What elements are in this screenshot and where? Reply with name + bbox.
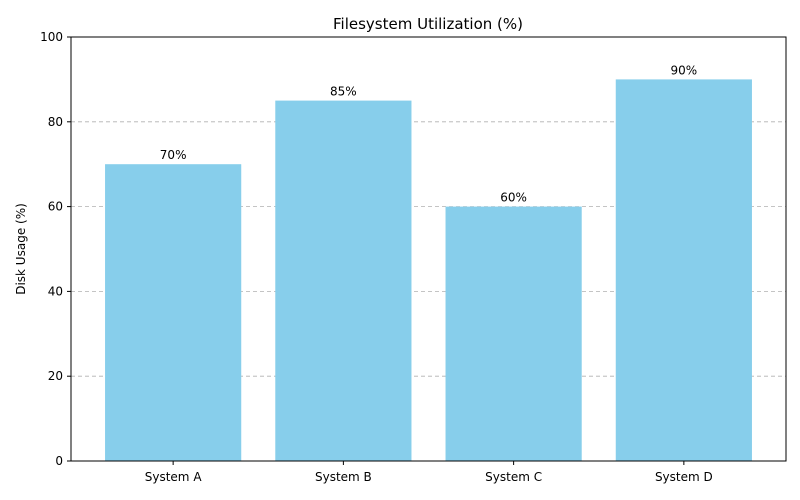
y-axis-label: Disk Usage (%) (14, 203, 28, 295)
bar (105, 164, 242, 461)
chart-title: Filesystem Utilization (%) (333, 15, 523, 33)
y-tick-label: 80 (48, 115, 63, 129)
bar-data-label: 60% (500, 191, 527, 205)
y-tick-label: 40 (48, 284, 63, 298)
y-tick-label: 20 (48, 369, 63, 383)
x-tick-label: System D (655, 470, 713, 484)
y-tick-label: 60 (48, 200, 63, 214)
bar (445, 206, 582, 461)
x-tick-label: System B (315, 470, 372, 484)
bars (105, 79, 752, 462)
y-tick-label: 0 (55, 454, 63, 468)
y-axis: 0 20 40 60 80 100 (40, 30, 71, 468)
plot-frame (70, 36, 787, 462)
x-tick-label: System C (485, 470, 542, 484)
x-tick-label: System A (145, 470, 203, 484)
bar-data-label: 70% (160, 148, 187, 162)
x-axis: System A System B System C System D (145, 461, 713, 484)
bar-data-label: 85% (330, 85, 357, 99)
bar (275, 100, 412, 461)
bar (615, 79, 752, 462)
y-tick-label: 100 (40, 30, 63, 44)
bar-data-label: 90% (671, 63, 698, 77)
data-labels: 70% 85% 60% 90% (160, 63, 697, 204)
